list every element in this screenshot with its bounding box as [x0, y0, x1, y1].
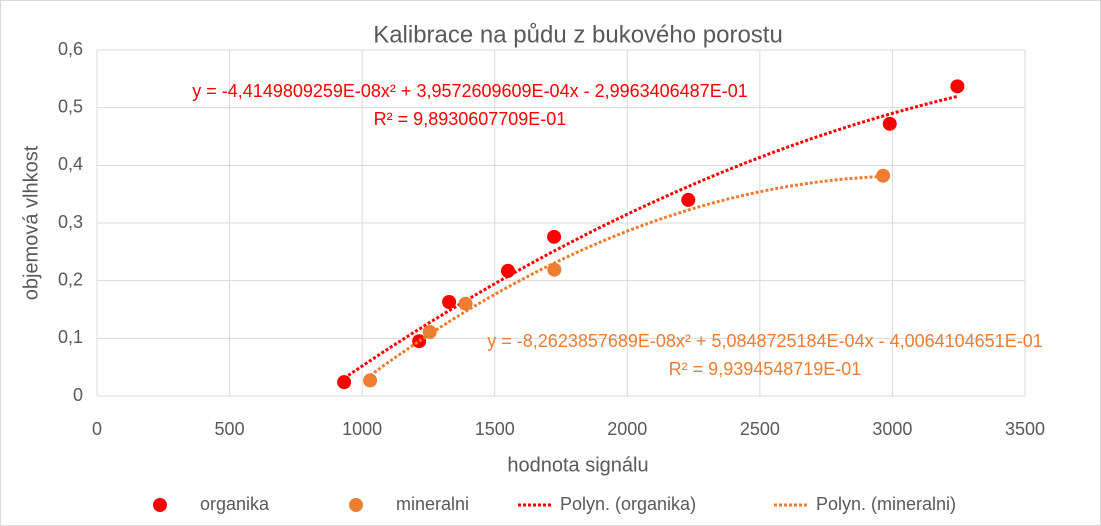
- point: [547, 229, 562, 244]
- point: [547, 262, 562, 277]
- x-axis-label: hodnota signálu: [507, 454, 648, 476]
- x-tick-label: 1000: [342, 419, 382, 439]
- legend-label: Polyn. (organika): [560, 494, 696, 514]
- y-axis-label: objemová vlhkost: [20, 145, 42, 300]
- legend-label: Polyn. (mineralni): [816, 494, 956, 514]
- point: [422, 324, 437, 339]
- trendline: [343, 94, 958, 380]
- point: [458, 296, 473, 311]
- point: [500, 263, 515, 278]
- y-tick-label: 0,6: [58, 39, 83, 59]
- trendline-r2: R² = 9,9394548719E-01: [669, 359, 862, 379]
- y-tick-label: 0,3: [58, 212, 83, 232]
- point: [950, 79, 965, 94]
- legend-marker: [153, 498, 167, 512]
- point: [337, 375, 352, 390]
- y-tick-label: 0,4: [58, 154, 83, 174]
- x-tick-label: 2000: [607, 419, 647, 439]
- chart-title: Kalibrace na půdu z bukového porostu: [373, 21, 783, 48]
- trendline-r2: R² = 9,8930607709E-01: [374, 109, 567, 129]
- trendline-equation: y = -4,4149809259E-08x² + 3,9572609609E-…: [192, 81, 747, 101]
- x-tick-label: 0: [92, 419, 102, 439]
- y-tick-label: 0,1: [58, 327, 83, 347]
- trendline-equation: y = -8,2623857689E-08x² + 5,0848725184E-…: [487, 331, 1042, 351]
- legend-marker: [349, 498, 363, 512]
- x-tick-label: 2500: [740, 419, 780, 439]
- point: [363, 373, 378, 388]
- x-tick-label: 1500: [475, 419, 515, 439]
- point: [876, 168, 891, 183]
- y-tick-label: 0,5: [58, 96, 83, 116]
- x-tick-label: 3000: [872, 419, 912, 439]
- y-tick-label: 0,2: [58, 269, 83, 289]
- legend-label: organika: [200, 494, 270, 514]
- x-tick-label: 500: [215, 419, 245, 439]
- point: [681, 192, 696, 207]
- point: [442, 295, 457, 310]
- legend-label: mineralni: [396, 494, 469, 514]
- x-tick-label: 3500: [1005, 419, 1045, 439]
- y-tick-label: 0: [73, 385, 83, 405]
- trendline: [369, 175, 884, 377]
- point: [882, 116, 897, 131]
